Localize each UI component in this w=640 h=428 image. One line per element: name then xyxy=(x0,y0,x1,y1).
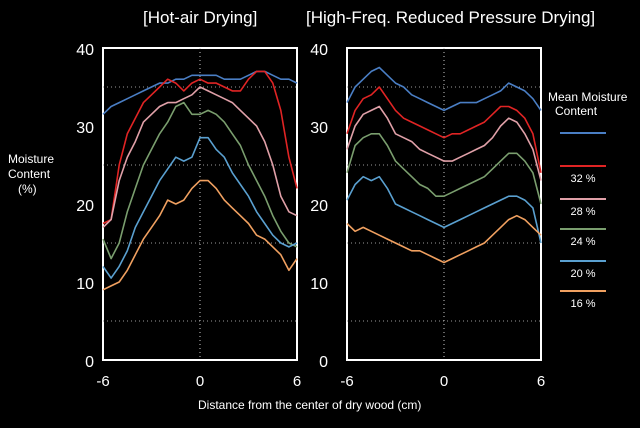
series-line-hot-air-4 xyxy=(102,101,298,260)
legend-swatch-3 xyxy=(560,198,606,200)
x-tick-label-high-freq-6: 6 xyxy=(537,373,545,390)
legend-label-2: 32 % xyxy=(570,173,596,185)
series-line-high-freq-2 xyxy=(346,86,542,173)
y-tick-label-hot-air-30: 30 xyxy=(76,120,94,137)
y-axis-title-line-1: Moisture xyxy=(8,152,55,166)
y-tick-label-high-freq-10: 10 xyxy=(310,276,328,293)
y-tick-label-high-freq-40: 40 xyxy=(310,42,328,59)
legend-swatch-2 xyxy=(560,165,606,167)
chart-title-high-freq: [High-Freq. Reduced Pressure Drying] xyxy=(306,8,596,27)
legend-item-1 xyxy=(560,132,620,162)
legend-item-4: 24 % xyxy=(560,228,620,258)
x-tick-label-hot-air--6: -6 xyxy=(96,373,109,390)
series-line-hot-air-5 xyxy=(102,136,298,279)
chart-title-hot-air: [Hot-air Drying] xyxy=(143,8,258,27)
legend-title: Mean Moisture Content xyxy=(548,90,638,118)
series-line-hot-air-3 xyxy=(102,86,298,228)
legend-label-3: 28 % xyxy=(570,206,596,218)
y-axis-title-line-2: Content xyxy=(8,167,51,181)
legend-swatch-1 xyxy=(560,132,606,134)
x-tick-label-hot-air-0: 0 xyxy=(196,373,204,390)
legend-swatch-4 xyxy=(560,228,606,230)
legend-title-line-1: Mean Moisture xyxy=(548,90,628,104)
y-axis-title: Moisture Content (%) xyxy=(8,152,54,197)
legend-item-6: 16 % xyxy=(560,290,620,320)
x-axis-title: Distance from the center of dry wood (cm… xyxy=(198,398,422,412)
legend-label-4: 24 % xyxy=(570,236,596,248)
y-axis-title-line-3: (%) xyxy=(18,182,37,196)
series-line-hot-air-6 xyxy=(102,179,298,291)
y-tick-label-high-freq-30: 30 xyxy=(310,120,328,137)
legend-item-2: 32 % xyxy=(560,165,620,195)
series-line-high-freq-4 xyxy=(346,133,542,205)
series-line-high-freq-5 xyxy=(346,175,542,244)
x-tick-label-hot-air-6: 6 xyxy=(293,373,301,390)
y-tick-label-high-freq-20: 20 xyxy=(310,198,328,215)
y-tick-label-hot-air-40: 40 xyxy=(76,42,94,59)
legend-label-5: 20 % xyxy=(570,268,596,280)
x-tick-label-high-freq--6: -6 xyxy=(340,373,353,390)
y-tick-label-hot-air-20: 20 xyxy=(76,198,94,215)
legend-swatch-5 xyxy=(560,260,606,262)
legend-item-3: 28 % xyxy=(560,198,620,228)
series-line-hot-air-2 xyxy=(102,70,298,225)
y-tick-label-high-freq-0: 0 xyxy=(319,354,328,371)
legend-swatch-6 xyxy=(560,290,606,292)
series-line-high-freq-1 xyxy=(346,66,542,112)
y-tick-label-hot-air-10: 10 xyxy=(76,276,94,293)
legend-title-line-2: Content xyxy=(555,104,598,118)
series-line-high-freq-3 xyxy=(346,105,542,181)
series-line-high-freq-6 xyxy=(346,214,542,264)
y-tick-label-hot-air-0: 0 xyxy=(85,354,94,371)
legend-item-5: 20 % xyxy=(560,260,620,290)
legend-label-6: 16 % xyxy=(570,298,596,310)
x-tick-label-high-freq-0: 0 xyxy=(440,373,448,390)
